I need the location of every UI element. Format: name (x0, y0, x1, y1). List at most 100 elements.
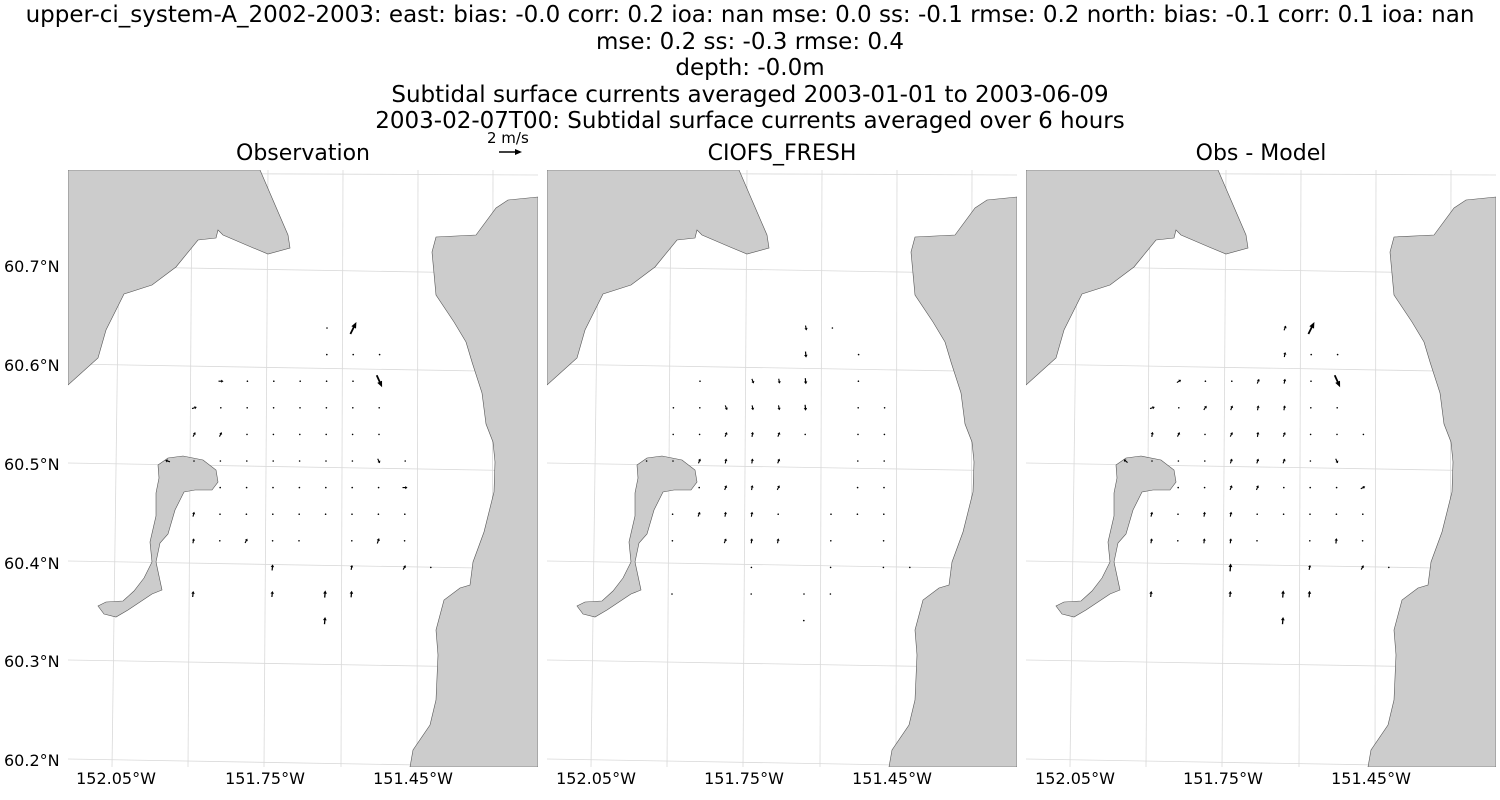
current-vector (804, 325, 808, 331)
current-vector (1256, 513, 1258, 515)
current-vector (1149, 406, 1155, 410)
current-vector (325, 407, 328, 409)
lon-tick-label: 151.75°W (225, 769, 305, 788)
quiver-key-arrow (499, 149, 522, 155)
gridline (895, 170, 898, 767)
current-vector (1309, 540, 1311, 542)
current-vector (1123, 459, 1128, 463)
current-vector (1228, 563, 1233, 572)
current-vector (352, 380, 354, 382)
current-vector (698, 486, 700, 489)
current-vector (1204, 460, 1206, 462)
map-observation (68, 170, 538, 767)
current-vector (829, 566, 832, 569)
current-vector (1283, 486, 1285, 489)
current-vector (831, 327, 834, 329)
current-vector (1231, 380, 1233, 382)
current-vector (777, 513, 779, 515)
coastline-land (547, 170, 770, 386)
title-line-5: 2003-02-07T00: Subtidal surface currents… (375, 108, 1125, 134)
current-vector (672, 407, 675, 409)
current-vector (299, 407, 301, 409)
lat-tick-label: 60.2°N (4, 751, 60, 770)
current-vector (1307, 590, 1312, 598)
current-vector (1202, 511, 1207, 517)
current-vector (830, 513, 832, 515)
current-vector (698, 433, 701, 436)
current-vector (350, 564, 354, 570)
title-line-4: Subtidal surface currents averaged 2003-… (391, 82, 1109, 108)
current-vector (246, 407, 248, 409)
gridline (68, 560, 538, 570)
current-vector (882, 540, 885, 542)
current-vector (377, 458, 381, 464)
current-vector (1149, 591, 1153, 598)
current-vector (856, 513, 859, 515)
current-vector (750, 593, 752, 595)
current-vector (750, 431, 755, 437)
current-vector (298, 486, 301, 489)
current-vector (219, 513, 221, 515)
lon-tick-label: 152.05°W (1035, 769, 1115, 788)
current-vector (246, 460, 248, 462)
current-vector (1308, 564, 1312, 570)
current-vector (326, 327, 328, 329)
current-vector (1149, 538, 1154, 544)
current-vector (351, 486, 354, 489)
current-vector (246, 433, 248, 436)
current-vector (1310, 407, 1312, 409)
current-vector (1336, 407, 1338, 409)
lon-tick-label: 151.75°W (1183, 769, 1263, 788)
current-vector (272, 433, 275, 436)
current-vector (723, 538, 727, 544)
lat-tick-label: 60.5°N (4, 455, 60, 474)
current-vector (245, 486, 248, 489)
lon-tick-label: 152.05°W (556, 769, 636, 788)
current-vector (1334, 538, 1338, 544)
current-vector (1281, 590, 1285, 598)
current-vector (272, 513, 274, 515)
current-vector (1335, 513, 1338, 515)
current-vector (272, 407, 275, 409)
current-vector (1335, 458, 1339, 464)
current-vector (378, 353, 381, 356)
gridline (1026, 560, 1496, 570)
current-vector (192, 432, 196, 437)
current-vector (377, 486, 380, 489)
current-vector (1335, 486, 1338, 489)
current-vector (1202, 538, 1206, 544)
lon-tick-label: 151.75°W (704, 769, 784, 788)
current-vector (430, 566, 432, 569)
current-vector (803, 619, 805, 622)
current-vector (191, 538, 196, 544)
coastline-land (409, 196, 538, 767)
lat-tick-label: 60.4°N (4, 554, 60, 573)
current-vector (323, 590, 327, 598)
current-vector (271, 540, 274, 542)
current-vector (671, 540, 674, 542)
current-vector (352, 407, 354, 409)
current-vector (191, 406, 197, 410)
coastline-land (97, 455, 219, 618)
current-vector (857, 380, 860, 382)
current-vector (351, 540, 353, 542)
gridline (1221, 170, 1227, 767)
lat-tick-label: 60.7°N (4, 257, 60, 276)
current-vector (1204, 380, 1207, 382)
current-vector (803, 404, 808, 411)
current-vector (377, 513, 380, 515)
current-vector (723, 511, 728, 517)
current-vector (322, 617, 327, 625)
current-vector (776, 538, 780, 544)
gridline (68, 363, 538, 373)
current-vector (1310, 353, 1312, 356)
current-vector (246, 380, 249, 382)
gridline (1026, 462, 1496, 472)
current-vector (349, 590, 354, 598)
current-vector (724, 432, 728, 437)
panel-title-difference: Obs - Model (1195, 141, 1327, 166)
current-vector (804, 351, 808, 358)
current-vector (220, 407, 222, 409)
current-vector (325, 460, 327, 462)
lon-tick-label: 151.45°W (373, 769, 453, 788)
